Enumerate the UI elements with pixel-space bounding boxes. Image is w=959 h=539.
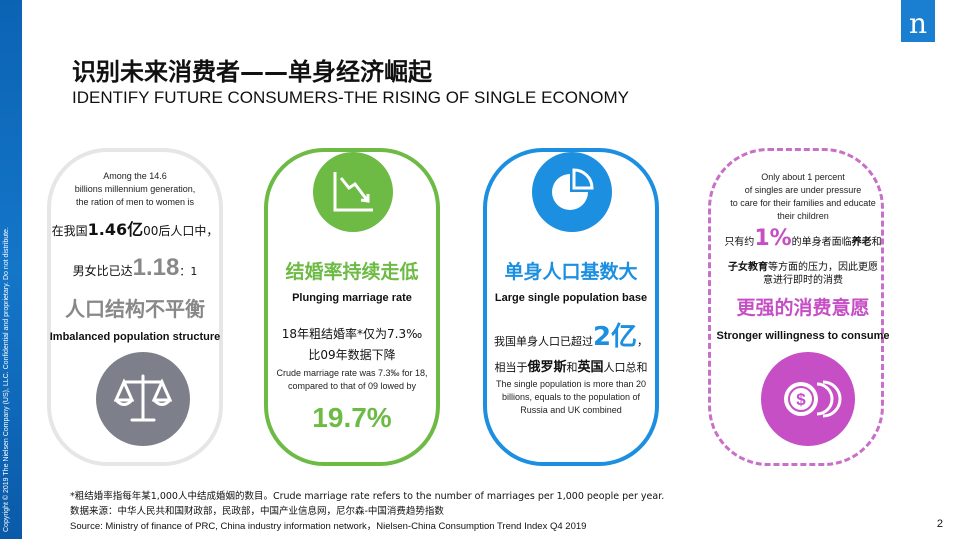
card2-cn-line2: 比09年数据下降: [308, 348, 396, 362]
sidebar-band: Copyright © 2019 The Nielsen Company (US…: [0, 0, 22, 539]
card-population-structure: [47, 148, 223, 466]
nielsen-logo: n: [901, 0, 935, 42]
coins-icon: $: [784, 380, 842, 418]
declining-chart-icon: [333, 172, 373, 212]
card4-heading-cn: 更强的消费意愿: [736, 297, 870, 319]
card4-intro-line: of singles are under pressure: [744, 185, 862, 195]
card1-intro-line: billions millennium generation,: [74, 184, 196, 194]
page-number: 2: [936, 518, 943, 530]
card4-intro-line: Only about 1 percent: [761, 172, 845, 182]
scale-icon: [113, 374, 173, 422]
card4-cn-line2: 子女教育等方面的压力，因此更愿: [708, 258, 898, 273]
card2-en-line: Crude marriage rate was 7.3‰ for 18,: [276, 368, 428, 378]
svg-text:$: $: [796, 390, 806, 409]
logo-letter: n: [908, 7, 928, 40]
card4-cn-line1-mid: 的单身者面临: [791, 237, 852, 248]
card3-country-uk: 英国: [577, 360, 604, 375]
card4-intro-line: to care for their families and educate: [730, 198, 876, 208]
card3-en-line: The single population is more than 20: [495, 379, 647, 389]
sources-en: Source: Ministry of finance of PRC, Chin…: [70, 521, 587, 532]
card3-en-text: The single population is more than 20 bi…: [483, 378, 659, 417]
card1-intro-line: the ration of men to women is: [75, 197, 195, 207]
card3-cn-line2-mid: 和: [566, 361, 578, 374]
card-single-population: [483, 148, 659, 466]
footnote: *粗结婚率指每年某1,000人中结成婚姻的数目。Crude marriage r…: [70, 491, 665, 502]
card1-cn-line1-post: 00后人口中，: [143, 224, 219, 238]
card4-cn-line3: 意进行即时的消费: [763, 275, 843, 286]
card3-cn-line1: 我国单身人口已超过2亿，: [483, 316, 659, 353]
card1-intro-line: Among the 14.6: [103, 171, 167, 181]
card-consumption-willingness: [708, 148, 884, 466]
copyright-text: Copyright © 2019 The Nielsen Company (US…: [3, 227, 10, 532]
card3-en-line: Russia and UK combined: [520, 405, 622, 415]
card2-en-text: Crude marriage rate was 7.3‰ for 18, com…: [264, 367, 440, 393]
card4-intro: Only about 1 percent of singles are unde…: [708, 171, 898, 223]
card1-ratio-number: 1.18: [132, 254, 180, 281]
card2-icon-circle: [313, 152, 393, 232]
card4-heading-en: Stronger willingness to consume: [716, 330, 890, 342]
card3-highlight-number: 2亿: [592, 322, 638, 352]
card4-cn-line1-pre: 只有约: [724, 237, 755, 248]
card1-heading-en: Imbalanced population structure: [49, 331, 221, 343]
card2-heading-en: Plunging marriage rate: [292, 292, 412, 304]
card3-cn-line2-post: 人口总和: [603, 361, 648, 374]
card1-cn-line2-post: ：1: [179, 265, 198, 278]
card3-heading-cn: 单身人口基数大: [504, 261, 638, 283]
card-marriage-rate: [264, 148, 440, 466]
card3-cn-line1-pre: 我国单身人口已超过: [493, 335, 593, 348]
card2-big-value: 19.7%: [312, 402, 392, 433]
card3-heading-en: Large single population base: [494, 292, 648, 304]
card4-cn-line1-post: 和: [871, 237, 882, 248]
card1-heading-cn: 人口结构不平衡: [65, 297, 205, 321]
pie-chart-icon: [552, 168, 594, 210]
card4-cn-line1: 只有约1%的单身者面临养老和: [708, 226, 898, 251]
card1-intro: Among the 14.6 billions millennium gener…: [47, 170, 223, 209]
card4-cn-line2-bold: 子女教育: [728, 262, 768, 273]
card4-highlight-number: 1%: [754, 226, 792, 251]
card2-cn-line1: 18年粗结婚率*仅为7.3‰: [281, 327, 423, 341]
card3-cn-line2: 相当于俄罗斯和英国人口总和: [483, 356, 659, 375]
card1-highlight-number: 1.46亿: [87, 220, 144, 239]
card1-cn-line1-pre: 在我国: [51, 224, 88, 238]
card1-cn-line1: 在我国1.46亿00后人口中，: [47, 216, 223, 240]
card1-cn-line2-pre: 男女比已达: [72, 264, 133, 278]
card3-icon-circle: [532, 152, 612, 232]
card3-en-line: billions, equals to the population of: [501, 392, 641, 402]
card2-heading-cn: 结婚率持续走低: [285, 261, 419, 283]
card4-cn-line1-bold: 养老: [851, 237, 872, 248]
card2-en-line: compared to that of 09 lowed by: [287, 381, 417, 391]
card3-cn-line1-post: ，: [637, 335, 649, 348]
card1-cn-line2: 男女比已达1.18：1: [47, 254, 223, 282]
page-title-en: IDENTIFY FUTURE CONSUMERS-THE RISING OF …: [72, 88, 629, 107]
card4-cn-line2-post: 等方面的压力，因此更愿: [768, 262, 878, 273]
sources-cn: 数据来源：中华人民共和国财政部，民政部，中国产业信息网，尼尔森-中国消费趋势指数: [70, 506, 444, 517]
card4-intro-line: their children: [777, 211, 829, 221]
card3-cn-line2-pre: 相当于: [494, 361, 528, 374]
card1-icon-circle: [96, 352, 190, 446]
card4-icon-circle: $: [761, 352, 855, 446]
card3-country-russia: 俄罗斯: [527, 360, 567, 375]
page-title-cn: 识别未来消费者——单身经济崛起: [72, 58, 432, 86]
